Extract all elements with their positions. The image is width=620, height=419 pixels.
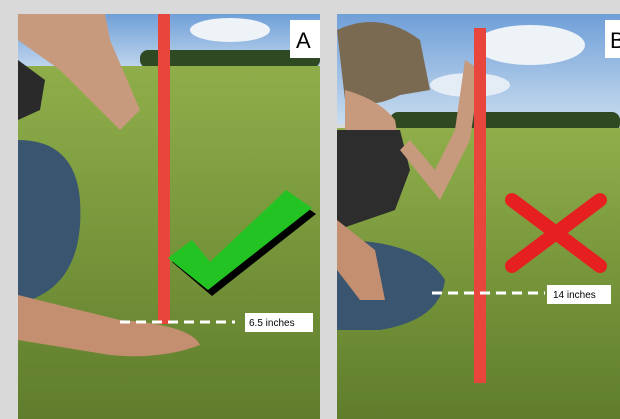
measurement-box <box>547 285 611 304</box>
panel-label: A <box>296 28 311 53</box>
x-mark <box>505 193 607 273</box>
measurement-box <box>245 313 313 332</box>
measuring-stick <box>158 14 170 324</box>
panel-label: B <box>610 28 620 53</box>
label-box <box>605 20 620 58</box>
shirt <box>337 130 410 230</box>
panel-b: B <box>337 14 620 419</box>
arm <box>400 60 480 200</box>
panel-a: A <box>18 14 320 419</box>
hand <box>337 220 385 300</box>
jeans <box>18 140 81 300</box>
measuring-stick <box>474 28 486 383</box>
shirt <box>18 60 45 120</box>
cap <box>337 22 430 104</box>
tree-line <box>140 50 320 68</box>
label-box <box>290 20 320 58</box>
check-mark <box>168 190 312 290</box>
hand <box>18 295 200 357</box>
measurement-label: 14 inches <box>553 290 596 301</box>
cloud <box>475 25 585 65</box>
measurement-label: 6.5 inches <box>249 318 295 329</box>
arm <box>18 14 140 130</box>
cloud <box>190 18 270 42</box>
tree-line <box>390 112 620 132</box>
